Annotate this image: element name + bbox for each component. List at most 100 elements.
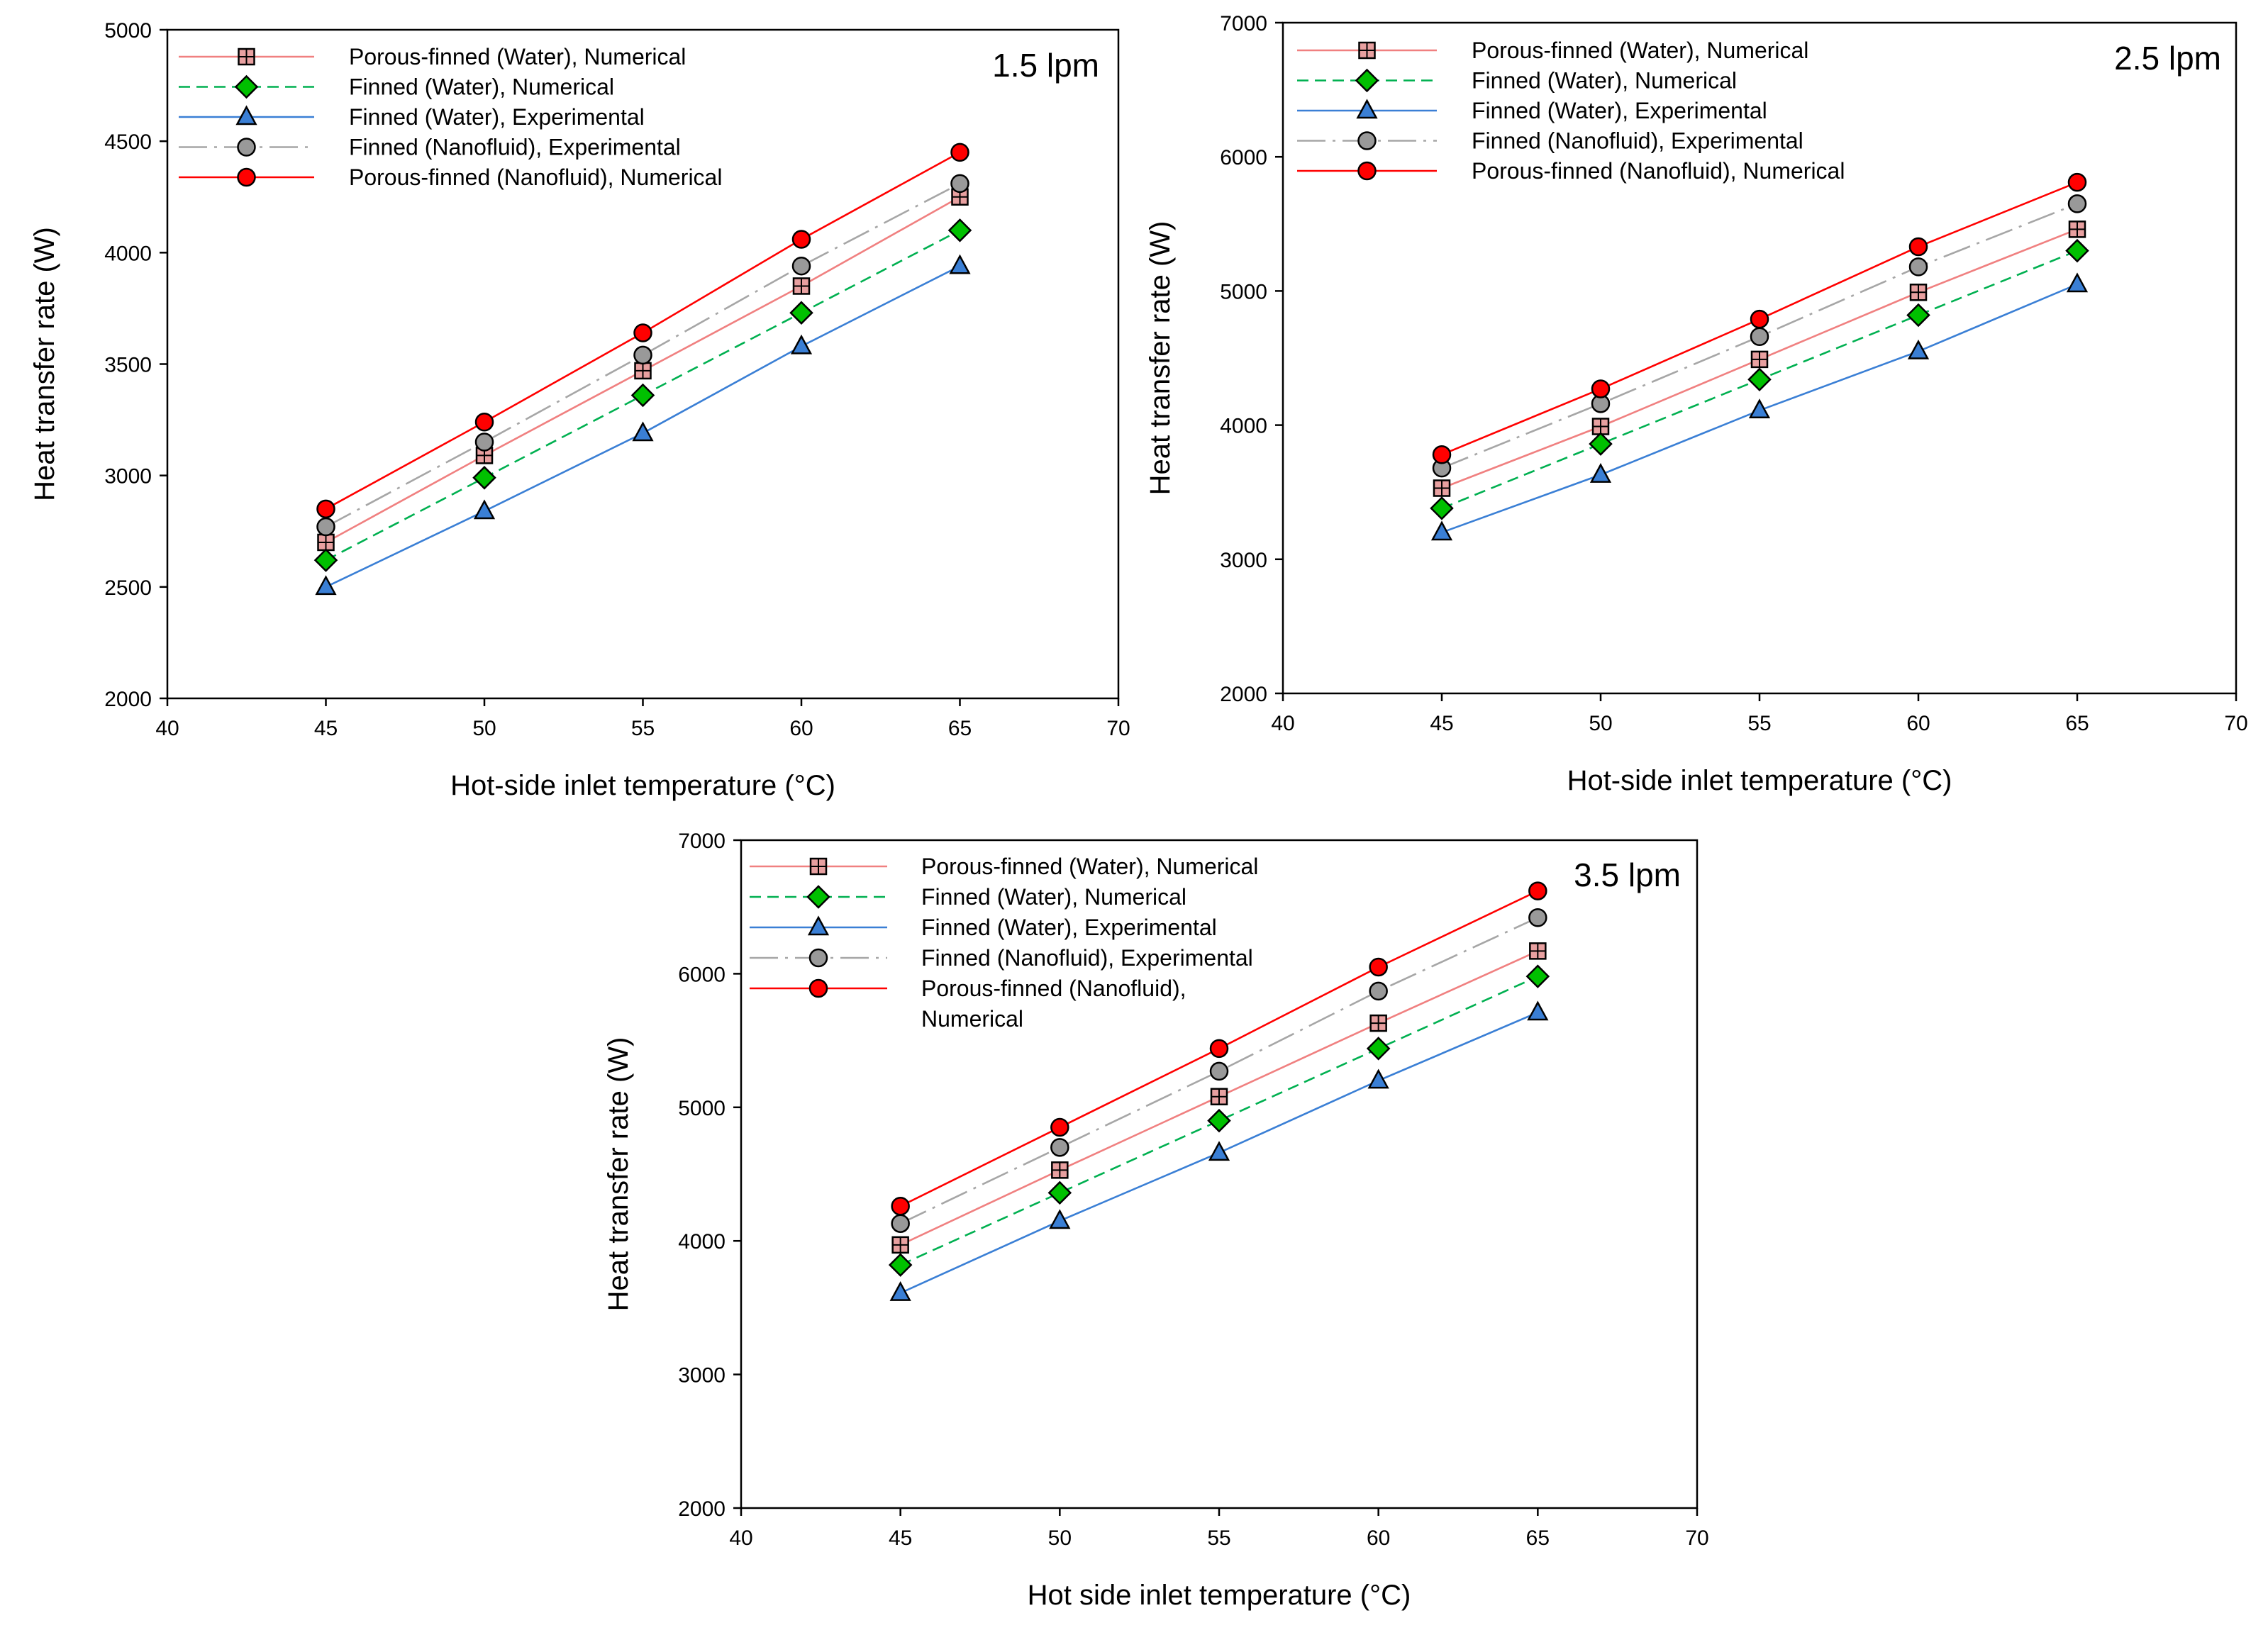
data-point-s5-55 [1209, 1039, 1229, 1059]
legend-label-3: Finned (Water), Experimental [921, 915, 1217, 940]
y-tick-label: 2000 [678, 1497, 726, 1521]
x-tick-label: 50 [1048, 1526, 1072, 1550]
data-point-s3-45 [1430, 520, 1453, 541]
legend-label-4: Finned (Nanofluid), Experimental [921, 945, 1253, 971]
y-tick-label: 2000 [104, 688, 152, 711]
legend-label-4: Finned (Nanofluid), Experimental [349, 135, 681, 160]
x-tick-label: 40 [729, 1526, 752, 1550]
data-point-s5-55 [1750, 309, 1769, 329]
data-point-s2-65 [2065, 238, 2089, 263]
data-point-s2-45 [313, 548, 338, 572]
data-point-s2-55 [630, 383, 655, 408]
data-point-s4-50 [1050, 1138, 1069, 1157]
data-point-s3-65 [949, 254, 971, 274]
data-point-s4-45 [316, 517, 335, 537]
y-tick-label: 3500 [104, 354, 152, 377]
legend-marker-2 [234, 74, 259, 99]
x-tick-label: 45 [889, 1526, 912, 1550]
data-point-s2-65 [947, 218, 972, 242]
x-tick-label: 50 [472, 717, 496, 740]
legend-marker-3 [235, 105, 257, 125]
x-tick-label: 60 [1367, 1526, 1390, 1550]
legend-marker-3 [807, 915, 830, 936]
y-tick-label: 6000 [1220, 146, 1267, 169]
data-point-s2-45 [888, 1253, 913, 1277]
data-point-s4-55 [1750, 327, 1769, 346]
legend-marker-4 [237, 138, 256, 157]
y-tick-label: 2000 [1220, 683, 1267, 706]
legend-marker-4 [1357, 131, 1377, 150]
series-line-2 [900, 975, 1538, 1266]
chart-panel-2: 40 45 50 55 60 65 70 2000 3000 4000 5000 6000 7000 Ho… [1145, 12, 2248, 796]
x-axis-title: Hot-side inlet temperature (°C) [450, 770, 835, 801]
legend-label-5: Porous-finned (Nanofluid), [921, 976, 1186, 1001]
x-tick-label: 70 [2224, 712, 2247, 735]
y-tick-label: 5000 [104, 19, 152, 43]
data-point-s3-55 [1208, 1141, 1230, 1161]
legend-marker-5 [237, 167, 256, 187]
y-tick-label: 7000 [1220, 12, 1267, 35]
legend-label-2: Finned (Water), Numerical [349, 74, 614, 100]
data-point-s5-65 [2067, 172, 2087, 192]
x-axis-title: Hot-side inlet temperature (°C) [1567, 765, 1952, 796]
data-point-s3-50 [473, 499, 496, 520]
legend-label-4: Finned (Nanofluid), Experimental [1472, 128, 1803, 154]
x-tick-label: 60 [789, 717, 813, 740]
data-point-s2-60 [1906, 303, 1930, 328]
legend-label-2: Finned (Water), Numerical [1472, 68, 1737, 94]
y-tick-label: 7000 [678, 830, 726, 853]
data-point-s4-60 [791, 256, 811, 276]
data-point-s3-45 [315, 575, 337, 596]
legend-label-3: Finned (Water), Experimental [349, 104, 645, 130]
data-point-s5-60 [791, 230, 811, 249]
y-axis-title: Heat transfer rate (W) [1145, 221, 1176, 496]
data-point-s4-45 [891, 1214, 910, 1233]
chart-panel-3: 40 45 50 55 60 65 70 2000 3000 4000 5000 6000 7000 Ho… [603, 830, 1709, 1611]
y-tick-label: 3000 [678, 1364, 726, 1388]
data-point-s5-60 [1908, 237, 1928, 257]
data-point-s3-55 [632, 421, 654, 442]
legend-label-1: Porous-finned (Water), Numerical [1472, 38, 1808, 63]
x-tick-label: 55 [1207, 1526, 1230, 1550]
y-tick-label: 4000 [1220, 415, 1267, 438]
data-point-s5-45 [891, 1196, 910, 1216]
data-point-s4-65 [1528, 908, 1547, 927]
data-point-s4-60 [1908, 257, 1928, 277]
x-tick-label: 40 [1271, 712, 1294, 735]
x-tick-label: 70 [1106, 717, 1130, 740]
data-point-s4-50 [474, 432, 494, 452]
x-tick-label: 60 [1906, 712, 1930, 735]
data-point-s3-60 [790, 334, 813, 355]
data-point-s2-45 [1430, 496, 1454, 520]
data-point-s5-65 [1528, 881, 1547, 900]
data-point-s3-60 [1367, 1068, 1389, 1089]
data-point-s2-65 [1525, 964, 1550, 988]
x-tick-label: 65 [948, 717, 972, 740]
data-point-s5-55 [633, 323, 652, 342]
legend-marker-3 [1356, 99, 1378, 119]
y-tick-label: 5000 [1220, 280, 1267, 303]
y-tick-label: 4000 [104, 242, 152, 265]
data-point-s2-60 [1366, 1037, 1391, 1061]
data-point-s3-50 [1049, 1209, 1071, 1229]
x-tick-label: 45 [314, 717, 338, 740]
data-point-s5-50 [1050, 1117, 1069, 1137]
x-tick-label: 65 [2065, 712, 2089, 735]
legend-marker-5 [808, 978, 828, 998]
data-point-s4-65 [2067, 194, 2087, 213]
chart-panel-1: 40 45 50 55 60 65 70 2000 2500 3000 3500 4000 4500 50… [29, 19, 1130, 801]
y-tick-label: 4500 [104, 130, 152, 154]
x-tick-label: 45 [1430, 712, 1453, 735]
data-point-s3-45 [889, 1281, 911, 1301]
x-axis-title: Hot side inlet temperature (°C) [1028, 1580, 1411, 1611]
y-axis-title: Heat transfer rate (W) [29, 227, 60, 501]
x-tick-label: 50 [1589, 712, 1612, 735]
data-point-s2-55 [1207, 1108, 1231, 1133]
data-point-s5-60 [1369, 957, 1388, 977]
data-point-s5-50 [1591, 379, 1611, 398]
data-point-s2-55 [1747, 367, 1772, 392]
legend-label-1: Porous-finned (Water), Numerical [349, 44, 686, 69]
y-tick-label: 3000 [1220, 549, 1267, 572]
x-tick-label: 55 [1747, 712, 1771, 735]
y-tick-label: 3000 [104, 465, 152, 489]
